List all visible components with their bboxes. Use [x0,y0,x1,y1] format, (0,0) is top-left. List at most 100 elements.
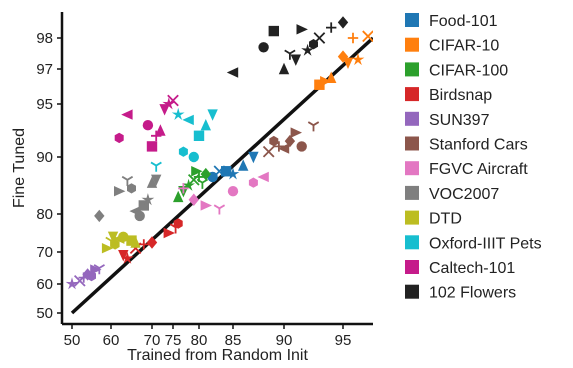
legend-label: Food-101 [429,13,498,30]
legend-swatch [405,62,419,77]
data-point [301,43,314,56]
data-point [130,236,141,248]
data-point [296,24,308,35]
x-tick-label: 60 [103,332,120,349]
data-point [269,135,279,147]
x-tick-label: 75 [165,332,182,349]
data-point [221,166,232,177]
data-point [142,120,154,131]
series-cifar-10 [314,30,373,90]
data-point [248,151,259,164]
data-point [258,42,269,53]
data-point [290,54,301,66]
x-tick-label: 95 [335,332,352,349]
data-point [94,209,105,223]
legend-label: 102 Flowers [429,285,516,302]
data-point [167,94,179,107]
legend-label: CIFAR-100 [429,62,508,79]
series-birdsnap [118,218,183,264]
data-point [163,227,175,239]
y-tick-label: 97 [36,61,53,78]
legend-swatch [405,136,419,151]
data-point [238,159,249,171]
data-point [151,130,162,141]
data-point [141,193,155,206]
data-point [93,264,105,275]
data-point [134,210,145,222]
data-point [257,171,269,183]
data-point [296,141,307,152]
data-point [362,30,373,43]
data-point [200,119,211,131]
data-point [146,236,158,249]
data-point [309,39,318,50]
data-point [314,79,325,90]
series-caltech-101 [114,94,179,152]
data-point [114,132,124,144]
data-point [173,218,183,229]
legend-swatch [405,13,419,27]
x-tick-label: 90 [276,332,293,349]
data-point [138,239,149,250]
data-point [178,146,188,157]
data-point [337,16,349,29]
data-point [290,127,302,138]
data-point [188,193,199,206]
data-point [178,183,189,194]
data-point [342,57,354,69]
data-point [207,109,218,121]
data-point [150,161,162,172]
data-point [200,200,212,211]
data-point [121,109,133,120]
data-point [226,167,240,180]
data-point [114,186,126,197]
legend-label: FGVC Aircraft [429,161,528,178]
data-point [320,76,332,87]
y-tick-label: 90 [36,149,53,166]
legend-label: Caltech-101 [429,260,515,277]
data-point [107,231,119,243]
data-point [155,124,166,136]
data-point [248,177,258,188]
legend-swatch [405,185,419,200]
data-point [127,183,136,194]
data-point [284,49,296,60]
data-point [213,204,226,215]
data-point [227,186,239,197]
series-stanford-cars [262,121,320,158]
y-tick-label: 98 [36,30,53,47]
data-point [193,130,205,141]
data-point [307,121,320,132]
data-point [146,176,158,188]
data-point [191,166,203,177]
data-point [277,143,290,154]
y-axis-title: Fine Tuned [11,128,28,208]
legend-swatch [405,210,419,225]
legend-swatch [405,87,419,102]
series-dtd [101,231,141,254]
legend-label: Birdsnap [429,87,492,104]
data-point [118,231,129,242]
y-tick-label: 50 [36,305,53,322]
legend-swatch [405,161,419,176]
data-point [173,190,184,203]
series-fgvc-aircraft [178,171,269,215]
data-point [171,107,185,120]
y-tick-label: 60 [36,276,53,293]
data-point [182,114,194,126]
series-sun397 [65,264,105,290]
series-102-flowers [226,16,349,78]
data-point [162,97,176,110]
legend: Food-101 CIFAR-10 CIFAR-100 Birdsnap SUN397 S… [405,13,542,302]
data-point [121,251,134,264]
x-tick-label: 70 [144,332,161,349]
data-point [347,32,359,44]
series-voc2007 [94,174,162,223]
legend-label: SUN397 [429,112,490,129]
data-point [278,62,290,75]
x-tick-label: 50 [64,332,81,349]
legend-label: Oxford-IIIT Pets [429,235,542,252]
data-point [196,178,209,189]
